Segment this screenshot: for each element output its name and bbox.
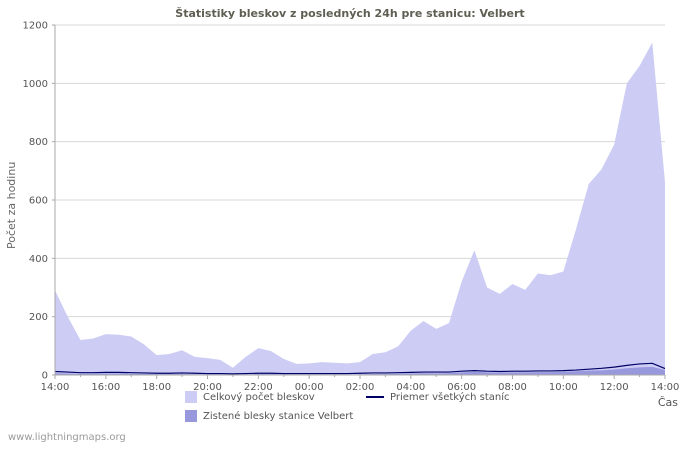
legend-item-station: Zistené blesky stanice Velbert xyxy=(185,410,360,422)
svg-text:08:00: 08:00 xyxy=(498,382,527,393)
legend-item-total: Celkový počet bleskov xyxy=(185,391,360,403)
svg-text:20:00: 20:00 xyxy=(193,382,222,393)
legend-label-total: Celkový počet bleskov xyxy=(203,391,315,403)
svg-text:16:00: 16:00 xyxy=(91,382,120,393)
svg-text:06:00: 06:00 xyxy=(447,382,476,393)
svg-text:22:00: 22:00 xyxy=(244,382,273,393)
svg-text:1000: 1000 xyxy=(23,79,48,90)
watermark-link: www.lightningmaps.org xyxy=(8,432,126,443)
svg-text:1200: 1200 xyxy=(23,21,48,32)
legend-label-average: Priemer všetkých staníc xyxy=(390,391,510,403)
average-line-swatch xyxy=(366,396,384,398)
svg-text:14:00: 14:00 xyxy=(41,382,70,393)
svg-text:10:00: 10:00 xyxy=(549,382,578,393)
svg-text:12:00: 12:00 xyxy=(600,382,629,393)
svg-text:200: 200 xyxy=(29,312,48,323)
svg-text:14:00: 14:00 xyxy=(651,382,680,393)
svg-text:0: 0 xyxy=(42,371,48,382)
svg-text:04:00: 04:00 xyxy=(396,382,425,393)
legend-item-average: Priemer všetkých staníc xyxy=(366,392,510,403)
total-area-swatch xyxy=(185,391,197,403)
chart-title: Štatistiky bleskov z posledných 24h pre … xyxy=(175,7,525,20)
legend-row: Zistené blesky stanice Velbert xyxy=(185,410,515,422)
svg-text:800: 800 xyxy=(29,137,48,148)
svg-text:400: 400 xyxy=(29,254,48,265)
svg-text:00:00: 00:00 xyxy=(295,382,324,393)
svg-text:02:00: 02:00 xyxy=(346,382,375,393)
x-axis-label: Čas xyxy=(657,396,678,409)
station-area-swatch xyxy=(185,410,197,422)
svg-text:600: 600 xyxy=(29,196,48,207)
legend-label-station: Zistené blesky stanice Velbert xyxy=(203,410,354,422)
legend-row: Celkový počet bleskov Priemer všetkých s… xyxy=(185,391,515,403)
chart-legend: Celkový počet bleskov Priemer všetkých s… xyxy=(185,391,515,422)
svg-text:18:00: 18:00 xyxy=(142,382,171,393)
